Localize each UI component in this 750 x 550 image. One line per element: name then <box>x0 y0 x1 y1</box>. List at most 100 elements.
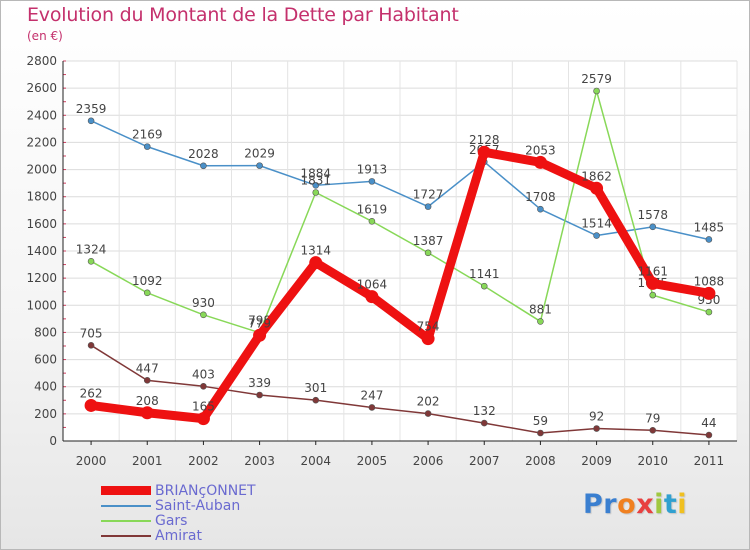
data-label-gars: 1619 <box>357 202 388 216</box>
legend: BRIANçONNET Saint-Auban Gars Amirat <box>101 483 351 544</box>
data-label-amirat: 79 <box>645 411 660 425</box>
data-label-saint-auban: 2029 <box>244 147 275 161</box>
logo-letter: i <box>654 489 664 520</box>
logo-letter: r <box>603 489 618 520</box>
data-label-brian-onnet: 1088 <box>694 274 725 288</box>
data-label-gars: 881 <box>529 302 552 316</box>
data-label-saint-auban: 2359 <box>76 102 107 116</box>
data-point-saint-auban <box>537 205 544 213</box>
data-point-amirat <box>480 419 488 427</box>
y-tick-label: 600 <box>34 353 57 367</box>
legend-item-saint-auban: Saint-Auban <box>101 498 351 514</box>
legend-swatch-saint-auban <box>101 505 151 507</box>
y-tick-label: 2400 <box>26 108 57 122</box>
chart-title: Evolution du Montant de la Dette par Hab… <box>27 4 459 26</box>
data-point-gars <box>705 308 713 316</box>
logo-letter: o <box>617 489 637 520</box>
y-tick-label: 2600 <box>26 81 57 95</box>
data-point-brian-onnet <box>477 145 491 159</box>
data-label-saint-auban: 1727 <box>413 188 444 202</box>
x-tick-label: 2006 <box>413 454 444 468</box>
data-label-brian-onnet: 1161 <box>637 264 668 278</box>
data-point-brian-onnet <box>84 398 98 412</box>
data-label-saint-auban: 1578 <box>637 208 668 222</box>
data-point-gars <box>537 318 544 325</box>
data-point-saint-auban <box>424 203 432 210</box>
data-label-brian-onnet: 1314 <box>300 244 331 258</box>
data-point-saint-auban <box>593 232 600 239</box>
legend-label-amirat: Amirat <box>155 528 202 544</box>
legend-swatch-gars <box>101 520 151 522</box>
y-tick-label: 1000 <box>26 298 57 312</box>
data-point-saint-auban <box>200 162 207 170</box>
y-tick-label: 1200 <box>26 271 57 285</box>
data-point-brian-onnet <box>365 290 379 304</box>
data-label-brian-onnet: 208 <box>136 394 159 408</box>
series-line-gars <box>90 90 710 334</box>
x-tick-label: 2009 <box>581 454 612 468</box>
data-label-amirat: 301 <box>304 381 327 395</box>
data-label-gars: 1092 <box>132 274 163 288</box>
x-tick-label: 2004 <box>300 454 331 468</box>
legend-item-gars: Gars <box>101 513 351 529</box>
data-label-gars: 1324 <box>76 242 107 256</box>
data-label-amirat: 59 <box>533 414 548 428</box>
data-point-brian-onnet <box>533 155 547 169</box>
data-point-amirat <box>312 396 320 404</box>
data-point-saint-auban <box>705 236 713 243</box>
data-label-gars: 1387 <box>413 234 444 248</box>
logo-letter: i <box>677 489 688 520</box>
series-line-amirat <box>90 344 710 436</box>
data-point-amirat <box>537 429 544 437</box>
data-point-amirat <box>143 377 151 384</box>
legend-item-brianconnet: BRIANçONNET <box>101 483 351 499</box>
data-point-amirat <box>705 431 713 439</box>
data-label-brian-onnet: 754 <box>417 320 440 334</box>
data-point-brian-onnet <box>140 406 154 420</box>
data-point-amirat <box>649 426 657 434</box>
data-label-amirat: 202 <box>417 395 440 409</box>
y-tick-label: 2800 <box>26 54 57 68</box>
proxiti-logo: Proxiti <box>583 489 687 520</box>
x-tick-label: 2000 <box>76 454 107 468</box>
x-tick-label: 2001 <box>132 454 163 468</box>
data-label-amirat: 132 <box>473 404 496 418</box>
data-point-amirat <box>368 404 376 411</box>
data-label-saint-auban: 1485 <box>694 220 725 234</box>
data-point-brian-onnet <box>702 286 716 300</box>
legend-label-brianconnet: BRIANçONNET <box>155 483 256 499</box>
chart-subtitle: (en €) <box>27 29 63 43</box>
data-label-saint-auban: 1884 <box>300 166 331 180</box>
y-tick-label: 0 <box>49 434 57 448</box>
data-point-gars <box>593 87 600 95</box>
y-tick-label: 400 <box>34 380 57 394</box>
x-tick-label: 2011 <box>694 454 725 468</box>
series-line-brian-onnet <box>86 147 714 424</box>
data-point-gars <box>649 291 657 299</box>
data-label-amirat: 44 <box>701 416 716 430</box>
data-label-brian-onnet: 1064 <box>357 278 388 292</box>
data-label-amirat: 447 <box>136 361 159 375</box>
y-tick-label: 1800 <box>26 190 57 204</box>
data-label-brian-onnet: 1862 <box>581 169 612 183</box>
data-point-gars <box>87 258 95 265</box>
data-point-saint-auban <box>87 117 95 125</box>
data-label-amirat: 339 <box>248 376 271 390</box>
data-point-saint-auban <box>649 223 657 231</box>
logo-letter: x <box>636 489 655 520</box>
legend-swatch-brianconnet <box>101 486 151 495</box>
data-label-brian-onnet: 2053 <box>525 143 556 157</box>
x-tick-label: 2008 <box>525 454 556 468</box>
data-point-amirat <box>200 383 207 390</box>
data-point-brian-onnet <box>253 328 267 342</box>
data-label-amirat: 247 <box>360 388 383 402</box>
legend-label-gars: Gars <box>155 513 188 529</box>
data-label-gars: 1831 <box>300 174 331 188</box>
data-point-gars <box>143 289 151 297</box>
data-label-gars: 930 <box>192 296 215 310</box>
data-label-brian-onnet: 779 <box>248 316 271 330</box>
data-point-amirat <box>593 425 600 432</box>
data-label-saint-auban: 1514 <box>581 217 612 231</box>
